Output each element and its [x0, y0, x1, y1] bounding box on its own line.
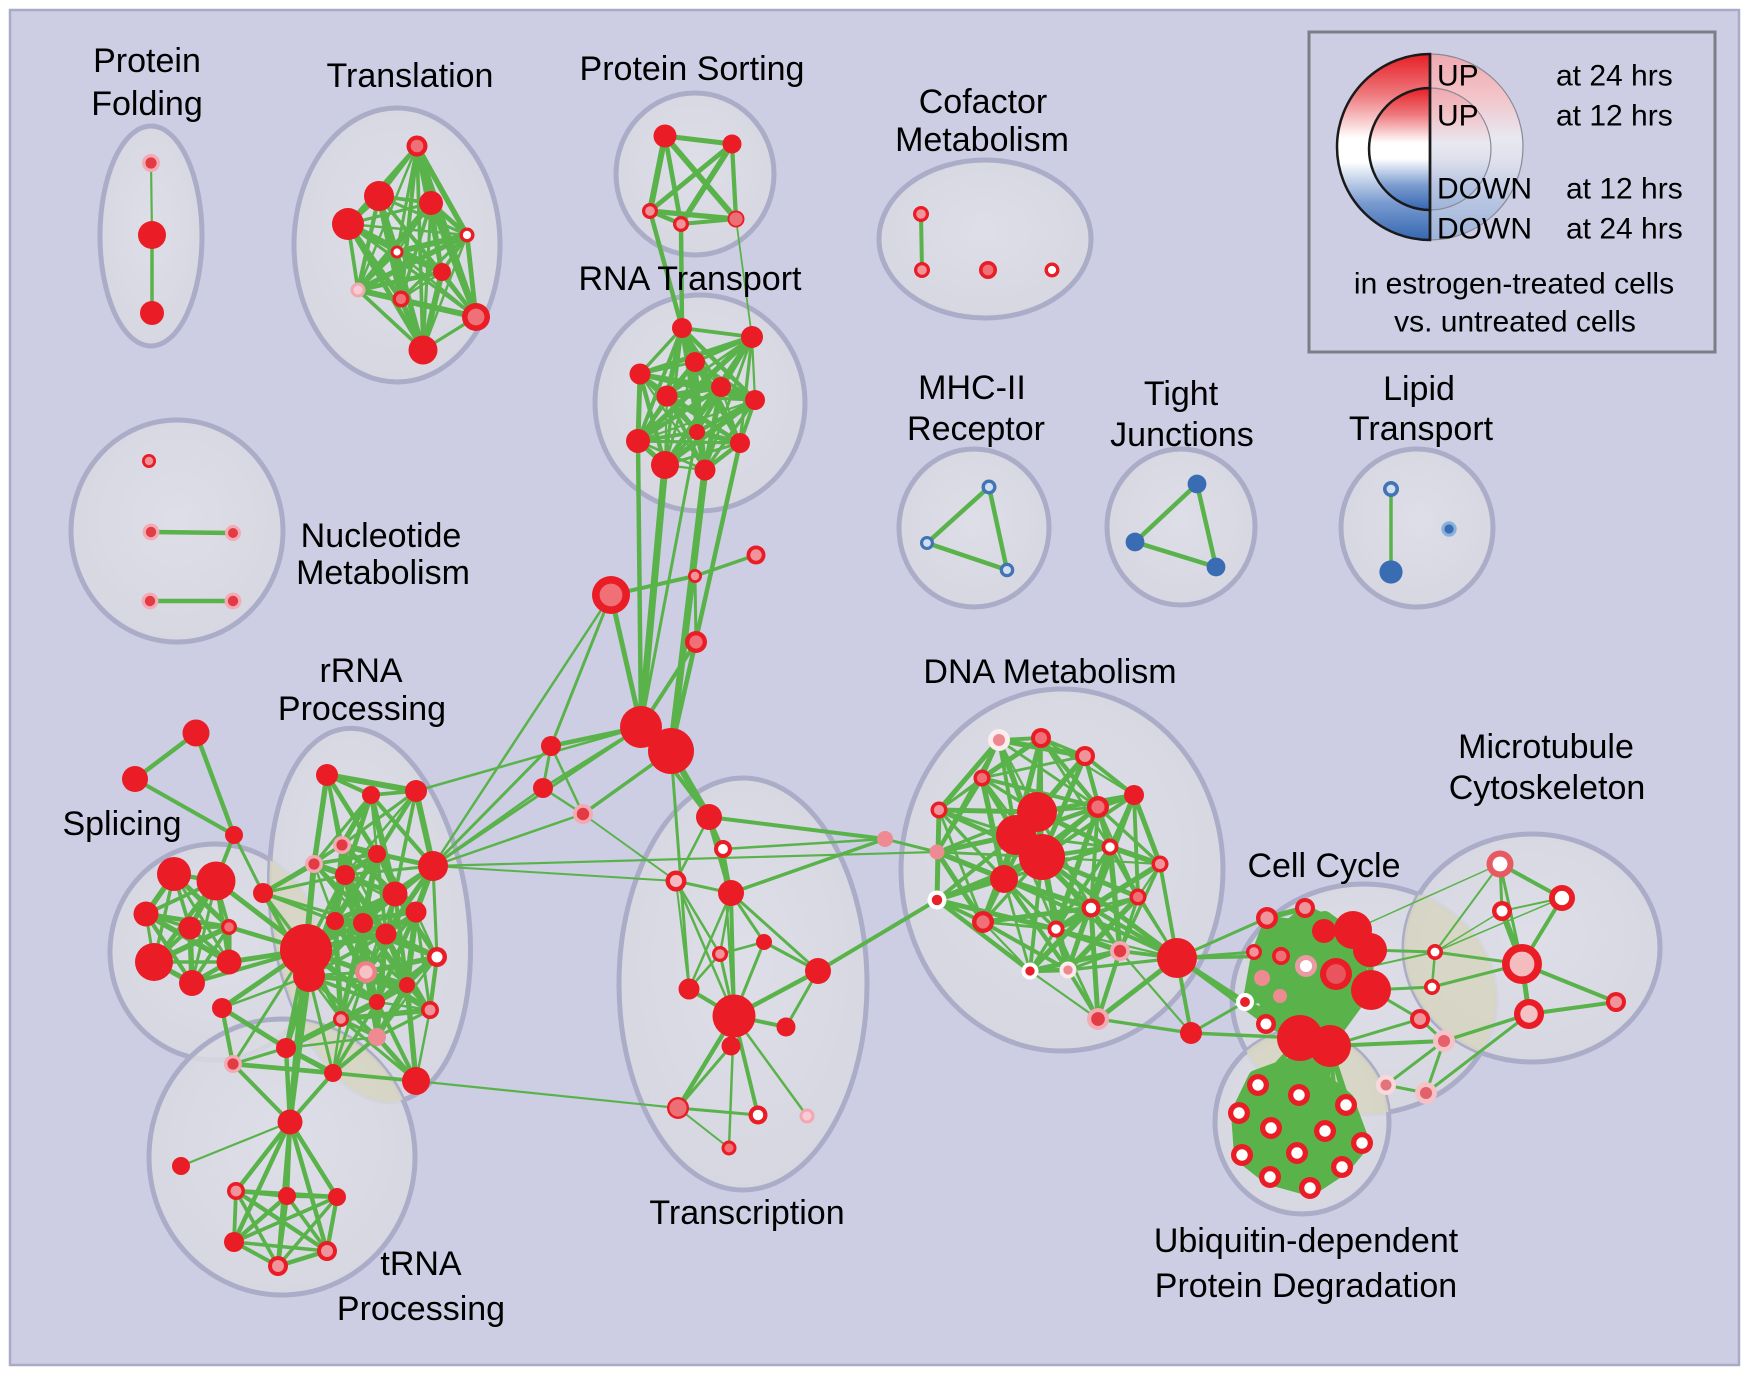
svg-text:Protein Sorting: Protein Sorting [580, 50, 805, 88]
svg-text:in estrogen-treated cells: in estrogen-treated cells [1354, 268, 1674, 301]
svg-text:Cofactor: Cofactor [919, 83, 1048, 121]
svg-text:at 24 hrs: at 24 hrs [1566, 213, 1683, 246]
svg-text:Metabolism: Metabolism [296, 554, 470, 592]
svg-text:Lipid: Lipid [1383, 370, 1455, 408]
svg-text:Transport: Transport [1349, 410, 1494, 448]
svg-text:Transcription: Transcription [649, 1194, 844, 1232]
svg-text:vs. untreated cells: vs. untreated cells [1394, 306, 1636, 339]
svg-text:Folding: Folding [91, 85, 203, 123]
svg-text:RNA Transport: RNA Transport [579, 260, 803, 298]
svg-text:tRNA: tRNA [380, 1245, 462, 1283]
svg-text:Cell Cycle: Cell Cycle [1247, 847, 1400, 885]
svg-text:Translation: Translation [327, 57, 494, 95]
svg-text:UP: UP [1437, 100, 1479, 133]
svg-text:Tight: Tight [1144, 375, 1219, 413]
svg-text:at 24 hrs: at 24 hrs [1556, 60, 1673, 93]
svg-text:DNA Metabolism: DNA Metabolism [923, 653, 1176, 691]
svg-text:Nucleotide: Nucleotide [301, 517, 462, 555]
svg-text:Processing: Processing [337, 1290, 505, 1328]
svg-text:rRNA: rRNA [319, 652, 402, 690]
svg-text:Processing: Processing [278, 690, 446, 728]
svg-text:UP: UP [1437, 60, 1479, 93]
svg-text:Receptor: Receptor [907, 410, 1045, 448]
svg-text:MHC-II: MHC-II [918, 369, 1026, 407]
svg-text:DOWN: DOWN [1437, 213, 1532, 246]
svg-text:at 12 hrs: at 12 hrs [1566, 173, 1683, 206]
svg-text:at 12 hrs: at 12 hrs [1556, 100, 1673, 133]
svg-text:Junctions: Junctions [1110, 416, 1254, 454]
svg-text:Metabolism: Metabolism [895, 121, 1069, 159]
svg-text:DOWN: DOWN [1437, 173, 1532, 206]
svg-text:Microtubule: Microtubule [1458, 728, 1634, 766]
svg-text:Protein Degradation: Protein Degradation [1155, 1267, 1457, 1305]
svg-text:Cytoskeleton: Cytoskeleton [1449, 769, 1646, 807]
svg-text:Ubiquitin-dependent: Ubiquitin-dependent [1154, 1222, 1459, 1260]
svg-text:Splicing: Splicing [62, 805, 181, 843]
svg-text:Protein: Protein [93, 42, 201, 80]
